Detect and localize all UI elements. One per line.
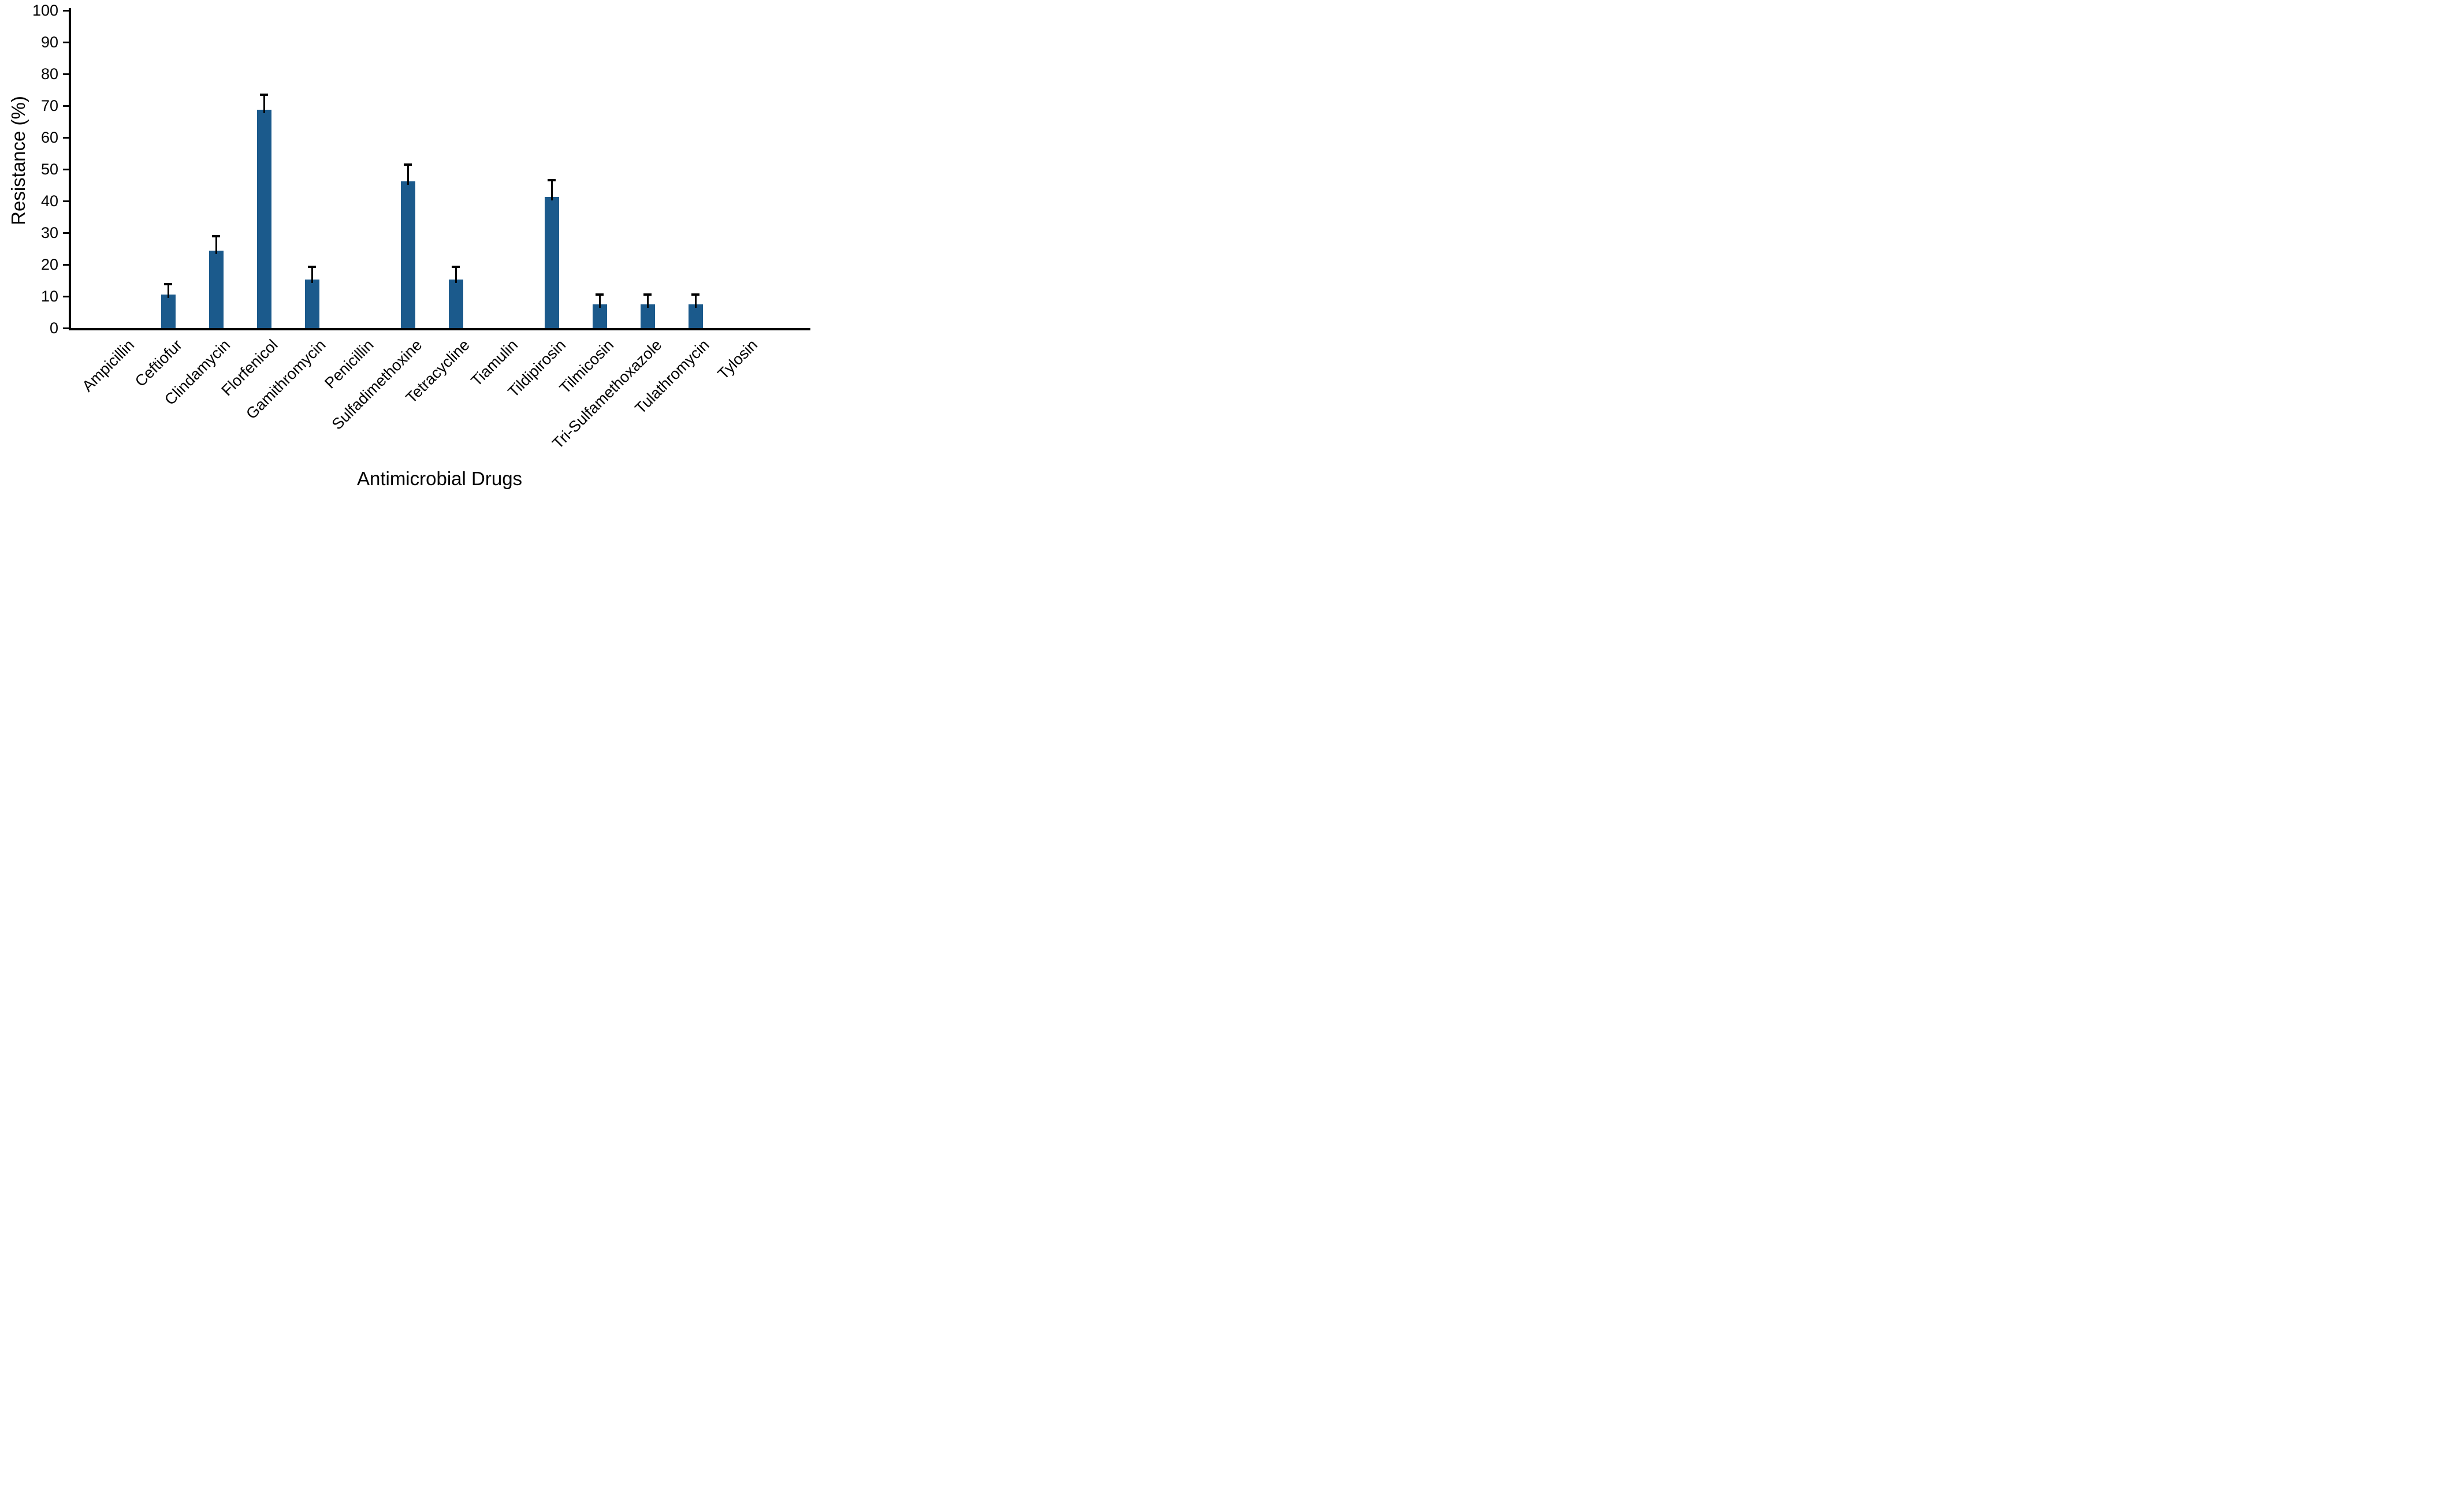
error-bar-line-florfenicol xyxy=(263,94,265,114)
y-tick-label-10: 10 xyxy=(40,288,58,305)
bar-ceftiofur xyxy=(161,294,176,328)
y-tick-mark-60 xyxy=(63,137,69,139)
y-tick-label-80: 80 xyxy=(40,65,58,83)
y-tick-mark-50 xyxy=(63,169,69,170)
y-tick-mark-40 xyxy=(63,200,69,202)
y-tick-mark-10 xyxy=(63,296,69,297)
bar-tri-sulfamethoxazole xyxy=(640,304,655,328)
bar-clindamycin xyxy=(209,250,224,328)
error-bar-cap-gamithromycin xyxy=(308,265,316,268)
bar-gamithromycin xyxy=(304,279,319,328)
error-bar-line-sulfadimethoxine xyxy=(407,164,409,185)
y-axis-line xyxy=(69,8,71,330)
y-tick-mark-80 xyxy=(63,73,69,75)
y-tick-label-30: 30 xyxy=(40,224,58,241)
y-tick-mark-0 xyxy=(63,327,69,329)
y-tick-label-20: 20 xyxy=(40,256,58,273)
x-axis-line xyxy=(69,328,810,330)
error-bar-line-tri-sulfamethoxazole xyxy=(646,295,649,308)
y-tick-label-60: 60 xyxy=(40,129,58,146)
error-bar-cap-tulathromycin xyxy=(691,293,699,296)
y-tick-label-70: 70 xyxy=(40,97,58,114)
error-bar-line-tildipirosin xyxy=(550,180,553,200)
y-tick-mark-70 xyxy=(63,105,69,107)
bar-florfenicol xyxy=(256,110,271,328)
error-bar-line-ceftiofur xyxy=(167,284,169,298)
y-tick-mark-90 xyxy=(63,42,69,43)
error-bar-line-tetracycline xyxy=(455,267,457,283)
error-bar-cap-florfenicol xyxy=(260,93,268,96)
error-bar-cap-ceftiofur xyxy=(164,283,172,286)
x-axis-title: Antimicrobial Drugs xyxy=(356,468,523,489)
error-bar-cap-tetracycline xyxy=(452,266,460,269)
y-tick-mark-20 xyxy=(63,264,69,266)
y-tick-label-100: 100 xyxy=(32,2,58,19)
y-tick-label-40: 40 xyxy=(40,192,58,210)
bar-sulfadimethoxine xyxy=(400,181,415,328)
error-bar-line-tilmicosin xyxy=(598,295,601,308)
error-bar-line-clindamycin xyxy=(215,236,217,254)
error-bar-cap-sulfadimethoxine xyxy=(404,163,412,166)
x-tick-label-ampicillin: Ampicillin xyxy=(79,336,138,395)
bar-tetracycline xyxy=(448,279,463,328)
bar-tilmicosin xyxy=(592,304,607,328)
y-tick-label-0: 0 xyxy=(49,319,58,337)
error-bar-line-tulathromycin xyxy=(694,295,697,308)
error-bar-line-gamithromycin xyxy=(311,266,313,283)
y-tick-label-50: 50 xyxy=(40,161,58,178)
y-tick-mark-100 xyxy=(63,10,69,12)
error-bar-cap-tilmicosin xyxy=(596,293,604,296)
bar-tulathromycin xyxy=(688,304,703,328)
bar-tildipirosin xyxy=(544,196,559,328)
error-bar-cap-clindamycin xyxy=(212,235,220,238)
x-tick-label-tylosin: Tylosin xyxy=(714,336,761,383)
bar-chart-figure: Resistance (%) 0 10 20 30 40 50 60 70 80 90 100 Amp… xyxy=(0,0,814,504)
error-bar-cap-tri-sulfamethoxazole xyxy=(643,293,652,296)
y-tick-label-90: 90 xyxy=(40,33,58,51)
y-tick-mark-30 xyxy=(63,232,69,234)
error-bar-cap-tildipirosin xyxy=(548,179,556,182)
